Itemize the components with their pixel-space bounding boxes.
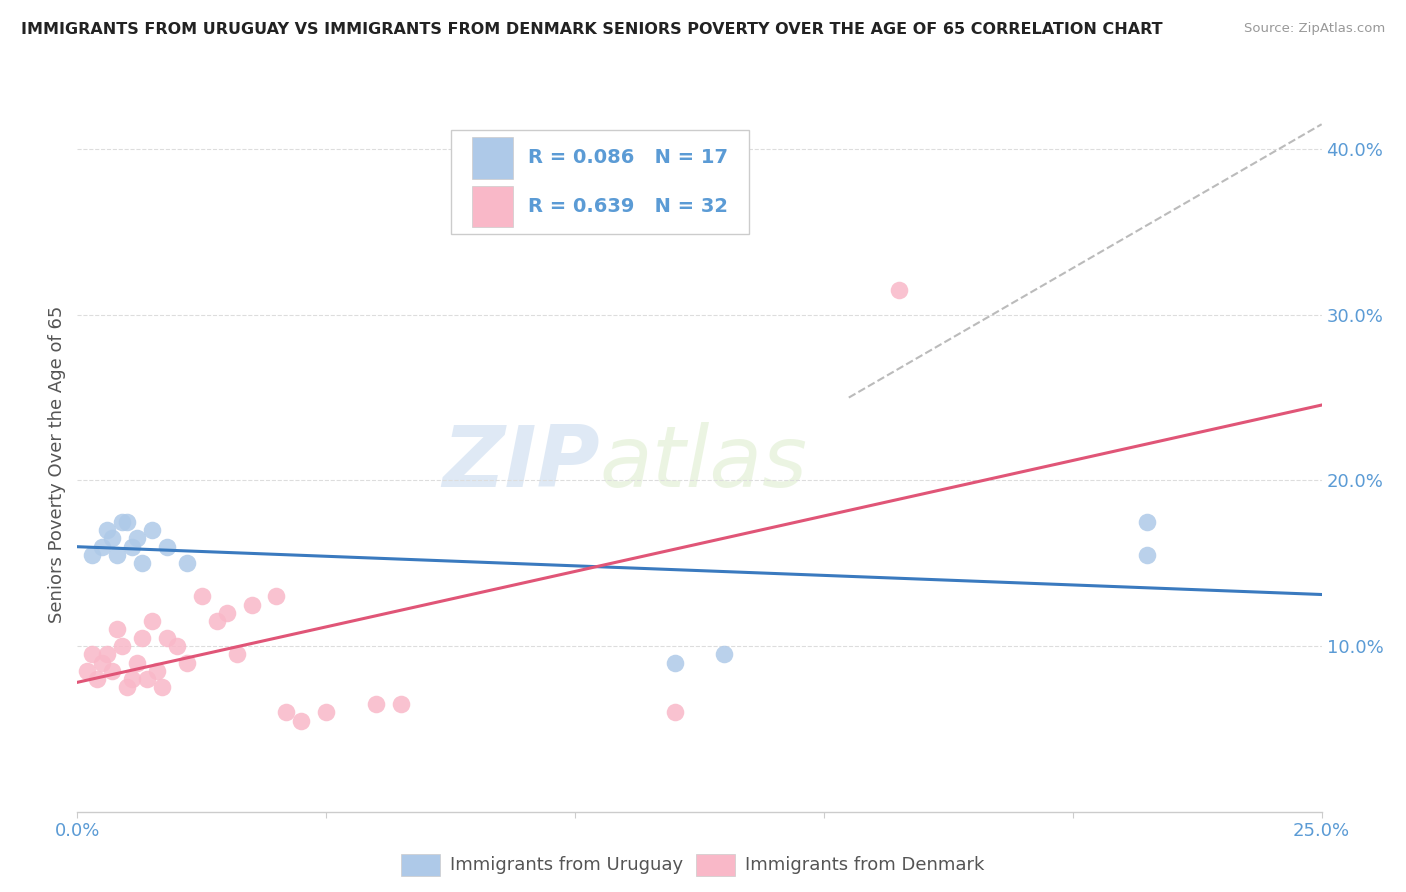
Point [205,614,228,628]
Text: Immigrants from Uruguay: Immigrants from Uruguay [450,856,683,874]
Text: ZIP: ZIP [443,422,600,506]
Point [240,598,263,612]
FancyBboxPatch shape [472,186,513,227]
Point [176,556,198,570]
Point [91,656,114,670]
Point [389,697,412,711]
Point [136,672,159,686]
Text: R = 0.086   N = 17: R = 0.086 N = 17 [527,148,728,167]
Point [105,623,128,637]
Point [82,548,104,562]
Point [141,523,163,537]
Point [266,590,288,604]
Point [150,681,173,695]
Point [125,532,148,546]
Point [96,523,118,537]
Point [101,532,124,546]
Point [76,664,98,678]
Point [276,706,298,720]
Point [156,631,179,645]
Point [156,540,179,554]
Point [91,540,114,554]
Point [1136,548,1159,562]
Point [115,515,138,529]
Point [215,606,238,620]
Point [176,656,198,670]
Point [101,664,124,678]
Text: IMMIGRANTS FROM URUGUAY VS IMMIGRANTS FROM DENMARK SENIORS POVERTY OVER THE AGE : IMMIGRANTS FROM URUGUAY VS IMMIGRANTS FR… [21,22,1163,37]
Point [713,648,735,662]
Point [121,540,143,554]
Point [315,706,337,720]
Point [115,681,138,695]
Point [1136,515,1159,529]
Point [146,664,169,678]
Point [125,656,148,670]
Point [131,556,153,570]
Point [166,639,188,653]
Text: R = 0.639   N = 32: R = 0.639 N = 32 [527,197,728,216]
Point [225,648,247,662]
Text: atlas: atlas [600,422,808,506]
Point [131,631,153,645]
Point [105,548,128,562]
Text: Source: ZipAtlas.com: Source: ZipAtlas.com [1244,22,1385,36]
Point [191,590,214,604]
Point [111,639,134,653]
Y-axis label: Seniors Poverty Over the Age of 65: Seniors Poverty Over the Age of 65 [48,305,66,623]
Point [96,648,118,662]
Point [290,714,312,728]
FancyBboxPatch shape [451,130,749,235]
Point [86,672,108,686]
Point [664,656,686,670]
Point [364,697,387,711]
Point [141,614,163,628]
Text: Immigrants from Denmark: Immigrants from Denmark [745,856,984,874]
Point [82,648,104,662]
Point [121,672,143,686]
Point [887,283,910,297]
Point [664,706,686,720]
FancyBboxPatch shape [472,136,513,178]
Point [111,515,134,529]
